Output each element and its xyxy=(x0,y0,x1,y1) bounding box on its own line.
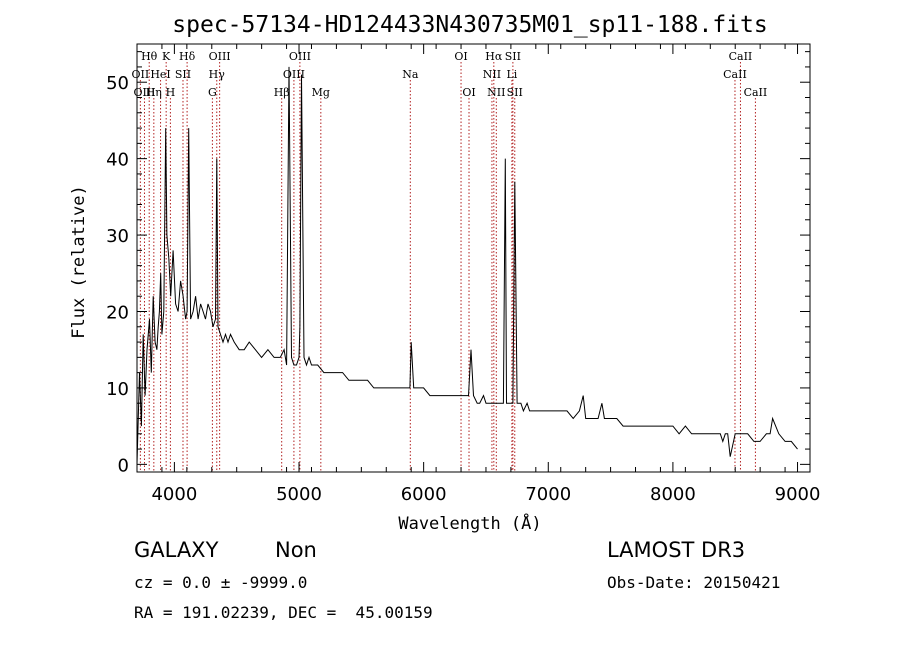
object-subclass: Non xyxy=(275,538,317,562)
marker-label: Mg xyxy=(312,86,330,99)
marker-label: Hα xyxy=(485,50,503,63)
y-tick-label: 50 xyxy=(106,73,129,94)
marker-label: OII xyxy=(132,68,150,81)
x-tick-label: 4000 xyxy=(151,484,197,505)
marker-label: K xyxy=(162,50,171,63)
x-tick-label: 8000 xyxy=(650,484,696,505)
plot-frame xyxy=(136,43,811,473)
y-tick-label: 30 xyxy=(106,226,129,247)
marker-label: CaII xyxy=(723,68,747,81)
survey-name: LAMOST DR3 xyxy=(607,538,746,562)
x-tick-label: 9000 xyxy=(775,484,821,505)
x-tick-label: 6000 xyxy=(401,484,447,505)
marker-label: HeI xyxy=(150,68,170,81)
marker-label: G xyxy=(208,86,217,99)
marker-label: OIII xyxy=(133,86,155,99)
marker-label: Hθ xyxy=(141,50,158,63)
marker-label: Hβ xyxy=(274,86,290,99)
marker-label: H xyxy=(166,86,176,99)
x-tick-label: 7000 xyxy=(525,484,571,505)
x-axis-label: Wavelength (Å) xyxy=(398,512,541,534)
marker-label: OI xyxy=(462,86,475,99)
spectrum-line xyxy=(136,66,798,465)
marker-label: OI xyxy=(454,50,467,63)
marker-label: Na xyxy=(402,68,419,81)
ra-dec: RA = 191.02239, DEC = 45.00159 xyxy=(134,603,433,622)
marker-label: Hδ xyxy=(179,50,196,63)
object-class: GALAXY xyxy=(134,538,219,562)
marker-label: SII xyxy=(175,68,191,81)
marker-label: SII xyxy=(507,86,523,99)
x-tick-label: 5000 xyxy=(276,484,322,505)
y-tick-label: 20 xyxy=(106,303,129,324)
y-axis-ticks: 0 10 20 30 40 50 xyxy=(106,51,810,476)
marker-label: NII xyxy=(483,68,501,81)
marker-label: CaII xyxy=(729,50,753,63)
y-axis-label: Flux (relative) xyxy=(69,185,89,339)
spectral-line-markers xyxy=(139,62,756,472)
redshift-cz: cz = 0.0 ± -9999.0 xyxy=(134,573,308,592)
marker-label: Li xyxy=(506,68,517,81)
marker-label: OIII xyxy=(209,50,231,63)
obs-date: Obs-Date: 20150421 xyxy=(607,573,781,592)
marker-label: CaII xyxy=(744,86,768,99)
marker-label: Hη xyxy=(146,86,162,99)
chart-title: spec-57134-HD124433N430735M01_sp11-188.f… xyxy=(172,12,767,38)
x-axis-ticks: 4000 5000 6000 7000 8000 9000 xyxy=(136,44,821,505)
marker-label: OIII xyxy=(289,50,311,63)
marker-label: OIII xyxy=(283,68,305,81)
marker-label: NII xyxy=(487,86,505,99)
marker-label: Hγ xyxy=(209,68,226,81)
y-tick-label: 40 xyxy=(106,150,129,171)
marker-label: SII xyxy=(505,50,521,63)
y-tick-label: 0 xyxy=(118,455,129,476)
y-tick-label: 10 xyxy=(106,379,129,400)
